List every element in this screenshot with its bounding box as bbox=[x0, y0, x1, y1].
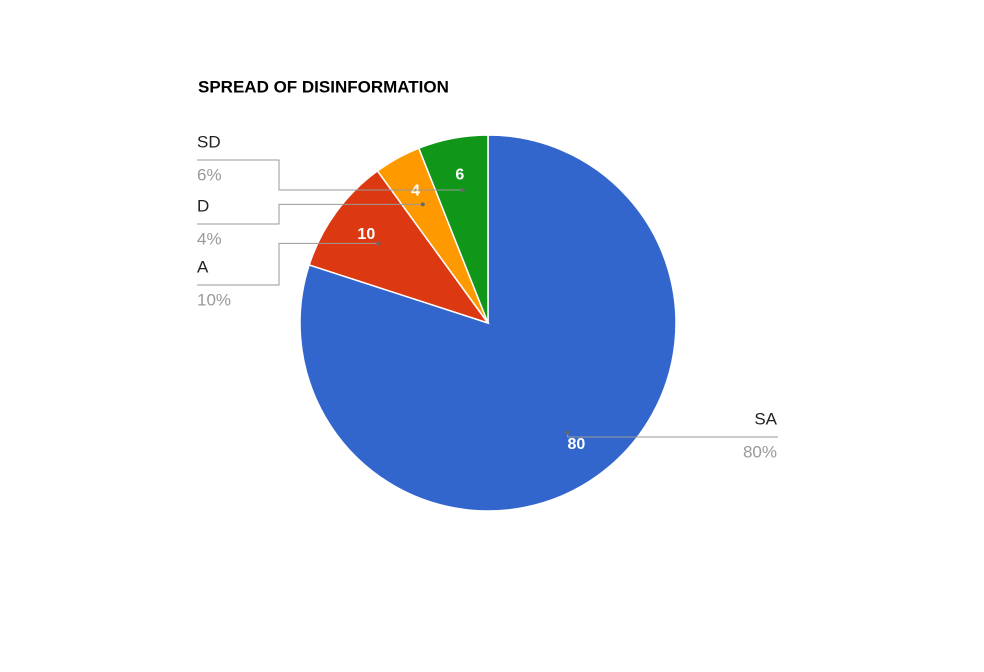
data-label: 80 bbox=[568, 436, 586, 453]
data-label: 4 bbox=[411, 182, 420, 199]
leader-line bbox=[197, 159, 463, 191]
category-label: SD bbox=[197, 132, 221, 151]
category-label: SA bbox=[754, 409, 777, 428]
leader-dot bbox=[460, 188, 465, 193]
category-label: A bbox=[197, 257, 209, 276]
leader-dot bbox=[376, 241, 381, 246]
pie-slice bbox=[308, 169, 490, 325]
category-label: D bbox=[197, 196, 209, 215]
chart-title: SPREAD OF DISINFORMATION bbox=[198, 77, 449, 96]
pie-slice bbox=[417, 134, 489, 324]
data-label: 6 bbox=[455, 166, 464, 183]
percent-label: 4% bbox=[197, 229, 222, 248]
leader-line bbox=[197, 203, 423, 225]
percent-label: 6% bbox=[197, 165, 222, 184]
data-label: 10 bbox=[357, 226, 375, 243]
leader-line bbox=[197, 242, 379, 286]
percent-label: 80% bbox=[743, 442, 777, 461]
leader-dot bbox=[420, 202, 425, 207]
percent-label: 10% bbox=[197, 290, 231, 309]
leader-dot bbox=[565, 430, 570, 435]
